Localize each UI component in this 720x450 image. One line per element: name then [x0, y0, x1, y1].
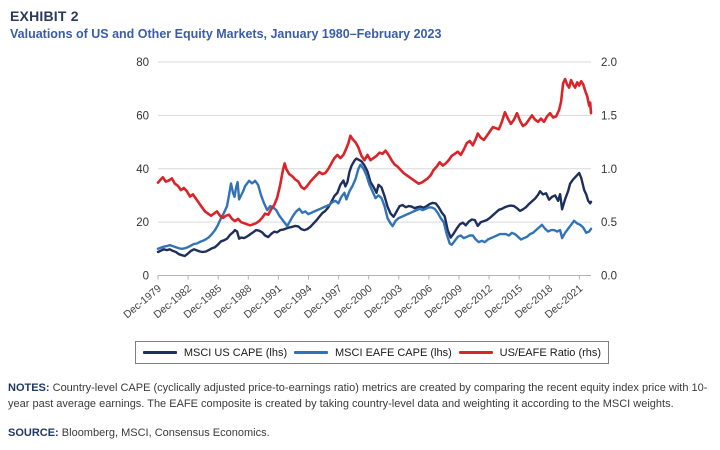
left-axis-tick-label: 0 [143, 271, 149, 283]
legend-label-ratio: US/EAFE Ratio (rhs) [499, 346, 602, 359]
source-text: Bloomberg, MSCI, Consensus Economics. [58, 427, 270, 439]
chart-title: Valuations of US and Other Equity Market… [10, 27, 442, 41]
cape-valuations-chart: 0 0.020 0.540 1.060 1.580 2.0Dec-1979Dec-1982… [121, 57, 617, 321]
source-line: SOURCE: Bloomberg, MSCI, Consensus Econo… [8, 427, 714, 439]
right-axis-tick-label: 1.0 [601, 164, 617, 176]
legend-label-us-cape: MSCI US CAPE (lhs) [183, 346, 288, 359]
left-axis-tick-label: 20 [136, 217, 149, 229]
left-axis-tick-label: 60 [136, 110, 149, 122]
notes-label: NOTES: [8, 382, 50, 394]
legend-item-us-cape: MSCI US CAPE (lhs) [142, 346, 288, 359]
series-line-msci-us-cape-lhs [156, 157, 593, 258]
legend-item-eafe-cape: MSCI EAFE CAPE (lhs) [294, 347, 452, 359]
right-axis-tick-label: 0.0 [601, 271, 617, 283]
legend-label-eafe-cape: MSCI EAFE CAPE (lhs) [335, 346, 452, 359]
notes-paragraph: NOTES: Country-level CAPE (cyclically ad… [8, 381, 714, 412]
series-line-msci-eafe-cape-lhs [156, 163, 593, 251]
notes-text: Country-level CAPE (cyclically adjusted … [8, 382, 708, 410]
ratio-line-swatch [458, 351, 493, 354]
series-line-us-eafe-ratio-rhs [156, 77, 593, 227]
eafe-cape-line-swatch [294, 351, 329, 354]
left-axis-tick-label: 40 [136, 164, 149, 176]
right-axis-tick-label: 2.0 [601, 57, 617, 69]
us-cape-line-swatch [142, 351, 177, 354]
exhibit-label: EXHIBIT 2 [10, 8, 79, 24]
source-label: SOURCE: [8, 427, 59, 439]
right-axis-tick-label: 0.5 [601, 217, 617, 229]
legend-item-ratio: US/EAFE Ratio (rhs) [458, 346, 602, 359]
chart-legend: MSCI US CAPE (lhs) MSCI EAFE CAPE (lhs) … [135, 341, 609, 364]
left-axis-tick-label: 80 [136, 57, 149, 69]
right-axis-tick-label: 1.5 [601, 110, 617, 122]
